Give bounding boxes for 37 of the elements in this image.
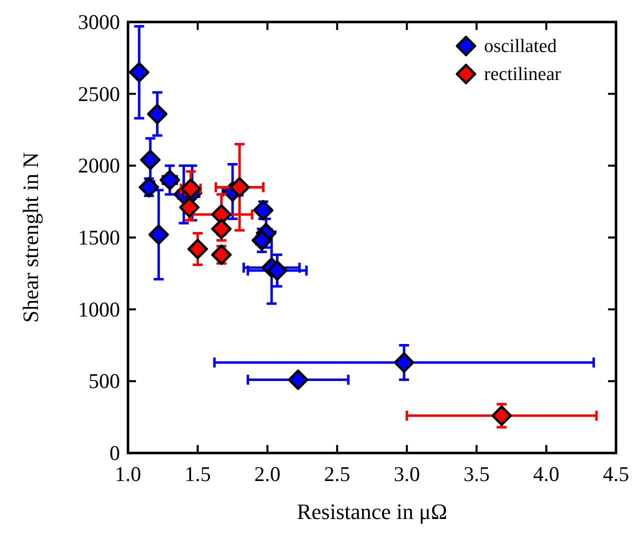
y-tick-label: 2000 <box>78 154 120 178</box>
point <box>147 104 168 124</box>
point <box>138 176 160 198</box>
y-tick-label: 500 <box>88 369 120 394</box>
legend-label: rectilinear <box>484 64 562 85</box>
point <box>211 244 232 265</box>
y-axis-title: Shear strenght in N <box>18 152 43 323</box>
point <box>252 200 274 220</box>
x-tick-label: 1.0 <box>114 462 142 486</box>
point <box>179 197 200 218</box>
point <box>180 178 201 199</box>
point <box>491 405 512 426</box>
x-tick-label: 3.0 <box>394 462 420 486</box>
y-tick-label: 1000 <box>78 297 120 322</box>
point <box>187 238 208 260</box>
point <box>252 230 272 251</box>
x-tick-label: 3.5 <box>463 462 490 486</box>
x-tick-label: 1.5 <box>184 462 211 486</box>
point <box>394 352 414 373</box>
y-tick-label: 0 <box>110 441 120 465</box>
point <box>229 176 250 198</box>
legend-label: oscillated <box>484 36 558 57</box>
y-tick-label: 2500 <box>78 82 120 106</box>
point <box>266 260 288 281</box>
point <box>140 150 161 170</box>
point <box>128 62 150 83</box>
x-tick-label: 2.5 <box>324 462 350 486</box>
point <box>211 218 232 240</box>
point <box>288 369 308 390</box>
point <box>160 170 180 190</box>
x-tick-label: 2.0 <box>254 462 281 486</box>
x-tick-label: 4.0 <box>533 462 560 486</box>
y-tick-label: 3000 <box>78 10 120 34</box>
x-axis-title: Resistance in μΩ <box>296 499 448 524</box>
x-tick-label: 4.5 <box>602 462 630 486</box>
y-tick-label: 1500 <box>78 226 120 250</box>
point <box>148 224 169 245</box>
